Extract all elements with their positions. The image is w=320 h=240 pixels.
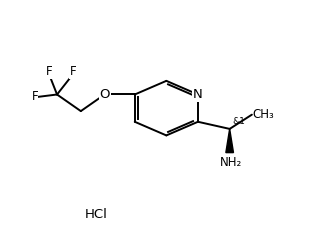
Text: HCl: HCl [85,208,108,221]
Text: &1: &1 [232,117,245,126]
Text: O: O [100,88,110,101]
Text: F: F [69,66,76,78]
Text: F: F [46,66,52,78]
Text: N: N [193,88,203,101]
Text: CH₃: CH₃ [252,108,274,121]
Polygon shape [226,129,234,153]
Text: NH₂: NH₂ [220,156,242,169]
Text: F: F [31,90,38,103]
